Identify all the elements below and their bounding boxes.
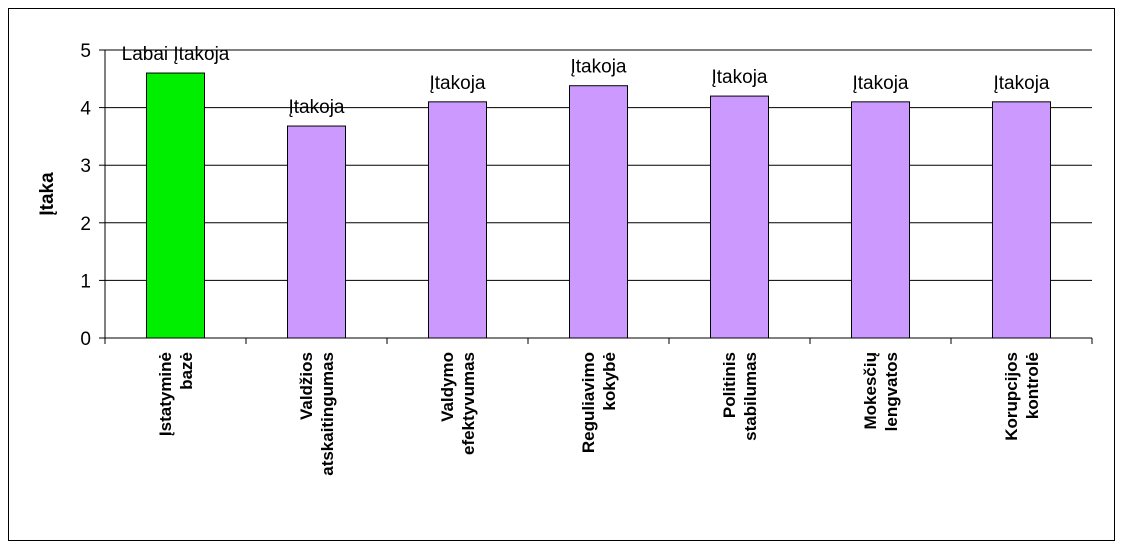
data-label: Įtakoja [289,97,345,118]
data-label: Labai Įtakoja [122,44,230,65]
bar [992,101,1051,339]
y-axis-label: Įtaka [37,172,58,216]
data-label: Įtakoja [853,73,909,94]
bar [146,72,205,339]
y-tick-label: 3 [80,156,91,177]
category-label: Mokesčių lengvatos [861,352,901,431]
y-tick-label: 0 [80,329,91,350]
y-tick-label: 1 [80,271,91,292]
category-label-line: stabilumas [741,352,760,441]
category-label: Reguliavimo kokybė [579,352,619,453]
category-label-line: Mokesčių [861,352,880,429]
bar [287,125,346,339]
bar [851,101,910,339]
bar [569,85,628,339]
y-tick-label: 2 [80,214,91,235]
category-label: Įstatyminė bazė [156,352,196,436]
category-label-line: efektyvumas [459,352,478,455]
category-label-line: Valdymo [438,352,457,422]
axes: 0 1 2 3 4 5 [80,41,1093,350]
category-label-line: kontrolė [1023,352,1042,419]
category-label-line: Korupcijos [1002,352,1021,441]
category-label: Valdžios atskaitingumas [297,352,337,476]
data-label: Įtakoja [994,73,1050,94]
category-label-line: lengvatos [882,352,901,431]
category-label-line: atskaitingumas [318,352,337,476]
category-label-line: bazė [177,352,196,390]
y-tick-label: 4 [80,99,91,120]
data-label: Įtakoja [712,67,768,88]
category-label: Korupcijos kontrolė [1002,352,1042,441]
category-label-line: Įstatyminė [156,352,175,436]
bars [146,72,1051,339]
category-label-line: Reguliavimo [579,352,598,453]
data-label: Įtakoja [430,73,486,94]
bar [428,101,487,339]
category-label-line: kokybė [600,352,619,411]
category-label-line: Valdžios [297,352,316,420]
category-label: Politinis stabilumas [720,352,760,441]
data-label: Įtakoja [571,57,627,78]
y-tick-label: 5 [80,41,91,62]
category-label: Valdymo efektyvumas [438,352,478,455]
category-label-line: Politinis [720,352,739,418]
labels: Įtaka Labai Įtakoja Įstatyminė bazė Įtakoja V… [37,44,1050,476]
bar [710,95,769,339]
